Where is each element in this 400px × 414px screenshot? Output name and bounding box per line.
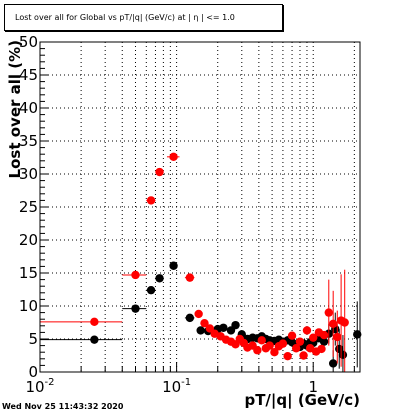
data-point xyxy=(319,330,329,340)
data-point xyxy=(291,344,301,353)
data-point xyxy=(185,273,195,282)
data-point xyxy=(283,351,292,361)
data-point xyxy=(169,261,178,270)
y-tick-label: 50 xyxy=(19,33,38,51)
data-point xyxy=(146,285,156,295)
data-point xyxy=(278,339,288,348)
data-point xyxy=(131,304,140,313)
data-point xyxy=(155,274,164,283)
x-tick-label: 1 xyxy=(308,378,318,396)
y-axis-label: Lost over all (%) xyxy=(6,40,24,178)
data-point xyxy=(317,344,326,354)
data-point xyxy=(219,323,228,332)
data-point xyxy=(270,348,279,357)
timestamp: Wed Nov 25 11:43:32 2020 xyxy=(2,402,124,411)
chart-title: Lost over all for Global vs pT/|q| (GeV/… xyxy=(4,4,283,31)
y-tick-label: 35 xyxy=(19,132,38,150)
y-tick-label: 5 xyxy=(28,330,38,348)
y-tick-label: 25 xyxy=(19,198,38,216)
x-tick-label: 10-2 xyxy=(25,377,54,396)
x-tick-label: 10-1 xyxy=(162,377,191,396)
data-point xyxy=(265,341,274,350)
y-tick-label: 15 xyxy=(19,264,38,282)
data-point xyxy=(90,335,99,344)
data-point xyxy=(131,270,140,280)
data-point xyxy=(309,333,318,342)
data-point xyxy=(353,330,362,339)
y-tick-label: 30 xyxy=(19,165,38,183)
data-point xyxy=(295,337,305,346)
data-point xyxy=(328,319,338,329)
y-tick-label: 20 xyxy=(19,231,38,249)
y-tick-label: 40 xyxy=(19,99,38,117)
data-points xyxy=(40,152,362,372)
y-tick-label: 10 xyxy=(19,297,38,315)
data-point xyxy=(155,167,164,177)
chart-title-text: Lost over all for Global vs pT/|q| (GeV/… xyxy=(15,13,235,22)
data-point xyxy=(328,359,338,368)
x-axis-label: pT/|q| (GeV/c) xyxy=(244,391,360,410)
data-point xyxy=(200,318,209,328)
grid xyxy=(40,42,360,372)
data-point xyxy=(299,351,308,360)
data-point xyxy=(196,326,205,335)
data-point xyxy=(257,336,266,345)
data-point xyxy=(287,331,297,340)
data-point xyxy=(324,308,333,317)
data-point xyxy=(231,320,240,330)
data-point xyxy=(340,318,349,327)
y-tick-label: 0 xyxy=(28,363,38,381)
data-point xyxy=(333,332,342,342)
data-point xyxy=(205,324,215,333)
axis-ticks: 0 5 10 15 20 25 30 35 40 45 50 10-2 10-1 1 xyxy=(19,33,355,396)
data-point xyxy=(194,309,203,319)
data-point xyxy=(338,350,348,360)
y-tick-label: 45 xyxy=(19,66,38,84)
data-point xyxy=(169,152,178,162)
data-point xyxy=(185,313,195,323)
data-point xyxy=(253,346,262,355)
data-point xyxy=(90,317,99,327)
data-point xyxy=(319,337,329,346)
data-point xyxy=(146,196,156,205)
data-point xyxy=(302,326,312,335)
